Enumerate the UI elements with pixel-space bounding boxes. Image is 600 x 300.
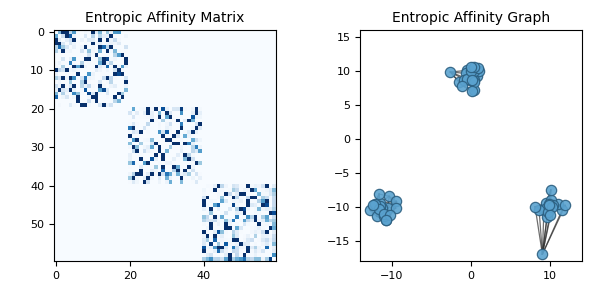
- Point: [545, 212, 555, 217]
- Point: [530, 204, 540, 209]
- Point: [370, 202, 380, 206]
- Point: [381, 218, 391, 222]
- Point: [553, 202, 562, 207]
- Point: [473, 66, 482, 71]
- Point: [543, 210, 553, 214]
- Point: [466, 77, 475, 82]
- Point: [469, 68, 479, 73]
- Point: [376, 201, 385, 206]
- Point: [546, 188, 556, 192]
- Point: [392, 199, 401, 204]
- Point: [472, 74, 482, 79]
- Point: [540, 206, 550, 211]
- Point: [475, 69, 484, 74]
- Point: [375, 203, 385, 208]
- Point: [538, 252, 547, 256]
- Point: [466, 68, 475, 73]
- Point: [379, 212, 389, 216]
- Point: [469, 65, 479, 70]
- Point: [546, 198, 556, 203]
- Point: [548, 202, 557, 207]
- Point: [463, 76, 472, 81]
- Point: [383, 205, 392, 210]
- Point: [463, 68, 472, 73]
- Point: [391, 206, 400, 211]
- Point: [365, 208, 375, 213]
- Point: [371, 202, 380, 207]
- Point: [548, 205, 557, 210]
- Point: [544, 202, 554, 207]
- Point: [460, 77, 469, 82]
- Title: Entropic Affinity Matrix: Entropic Affinity Matrix: [85, 11, 245, 25]
- Point: [544, 202, 553, 207]
- Point: [467, 89, 476, 94]
- Point: [557, 208, 567, 213]
- Point: [541, 201, 551, 206]
- Point: [467, 77, 476, 82]
- Point: [377, 206, 387, 211]
- Point: [374, 192, 384, 197]
- Point: [380, 214, 389, 219]
- Point: [458, 83, 467, 88]
- Point: [368, 203, 378, 208]
- Point: [372, 214, 382, 219]
- Point: [446, 70, 455, 74]
- Point: [466, 64, 476, 69]
- Point: [469, 87, 479, 92]
- Point: [469, 80, 479, 84]
- Title: Entropic Affinity Graph: Entropic Affinity Graph: [392, 11, 550, 25]
- Point: [461, 71, 470, 76]
- Point: [539, 208, 549, 212]
- Point: [545, 206, 555, 211]
- Point: [534, 207, 544, 212]
- Point: [560, 203, 570, 208]
- Point: [381, 217, 391, 222]
- Point: [542, 214, 552, 219]
- Point: [469, 78, 478, 82]
- Point: [455, 80, 464, 85]
- Point: [376, 207, 385, 212]
- Point: [384, 194, 394, 199]
- Point: [386, 212, 395, 217]
- Point: [544, 202, 554, 206]
- Point: [374, 206, 384, 211]
